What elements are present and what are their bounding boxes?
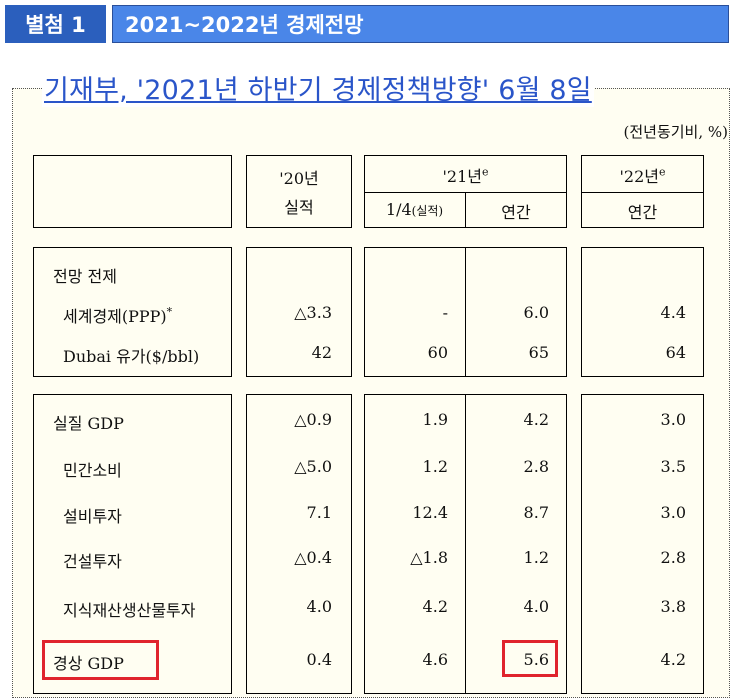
cell-2022: 3.8	[660, 597, 686, 616]
row-label: 건설투자	[63, 552, 122, 571]
cell-2021-q1: 4.6	[422, 650, 448, 669]
content-frame	[12, 88, 730, 698]
page-title: 2021~2022년 경제전망	[112, 5, 729, 43]
cell-2020: 42	[311, 343, 332, 362]
row-label: 세계경제(PPP)*	[63, 305, 173, 326]
cell-2020: △5.0	[294, 457, 332, 476]
row-label: Dubai 유가($/bbl)	[63, 347, 200, 366]
cell-2020: △3.3	[294, 303, 332, 322]
cell-2022: 3.0	[660, 503, 686, 522]
cell-2022: 4.2	[660, 650, 686, 669]
cell-2021-annual: 4.2	[523, 410, 549, 429]
cell-2020: 4.0	[306, 597, 332, 616]
header-2022-box	[581, 155, 704, 228]
row-label: 설비투자	[63, 507, 122, 526]
cell-2021-q1: 4.2	[422, 597, 448, 616]
assumptions-2022-box	[581, 247, 704, 377]
col-2020-sublabel: 실적	[284, 198, 314, 217]
cell-2021-q1: 1.9	[422, 410, 448, 429]
cell-2020: 0.4	[306, 650, 332, 669]
economy-2020-box	[246, 394, 352, 694]
col-2021-label: '21년e	[442, 165, 489, 186]
attachment-tag: 별첨 1	[5, 5, 106, 43]
cell-2021-annual: 2.8	[523, 457, 549, 476]
highlight-box-nominal-gdp-2021	[502, 640, 558, 677]
col-2022-annual-label: 연간	[627, 203, 658, 222]
cell-2020: △0.9	[294, 410, 332, 429]
cell-2021-annual: 65	[528, 343, 549, 362]
economy-2022-box	[581, 394, 704, 694]
section-title-assumptions: 전망 전제	[53, 267, 117, 286]
cell-2021-annual: 8.7	[523, 503, 549, 522]
cell-2022: 3.0	[660, 410, 686, 429]
row-label: 실질 GDP	[53, 414, 124, 433]
cell-2022: 2.8	[660, 548, 686, 567]
unit-note: (전년동기비, %)	[623, 123, 729, 141]
header-2020-box	[246, 155, 352, 228]
row-label: 지식재산생산물투자	[63, 601, 196, 620]
row-label: 경상 GDP	[53, 654, 124, 673]
cell-2021-q1: 1.2	[422, 457, 448, 476]
highlight-box-nominal-gdp-label	[42, 640, 159, 680]
cell-2021-q1: 60	[427, 343, 448, 362]
cell-2022: 64	[665, 343, 686, 362]
cell-2021-q1: -	[442, 303, 448, 322]
cell-2021-annual: 6.0	[523, 303, 549, 322]
cell-2022: 3.5	[660, 457, 686, 476]
assumptions-label-box	[33, 247, 232, 377]
col-2021-q1-label: 1/4(실적)	[385, 200, 444, 219]
cell-2021-annual: 5.6	[523, 650, 549, 669]
assumptions-2020-box	[246, 247, 352, 377]
cell-2021-q1: 12.4	[412, 503, 448, 522]
cell-2021-annual: 1.2	[523, 548, 549, 567]
col-2021-annual-label: 연간	[501, 203, 531, 222]
cell-2021-annual: 4.0	[523, 597, 549, 616]
col-2020-label: '20년	[279, 169, 319, 188]
cell-2022: 4.4	[660, 303, 686, 322]
row-label: 민간소비	[63, 461, 122, 480]
header-label-box	[33, 155, 232, 228]
header-bar: 별첨 1 2021~2022년 경제전망	[5, 5, 729, 43]
cell-2020: △0.4	[294, 548, 332, 567]
cell-2020: 7.1	[306, 503, 332, 522]
col-2022-label: '22년e	[619, 165, 666, 186]
cell-2021-q1: △1.8	[410, 548, 448, 567]
source-link[interactable]: 기재부, '2021년 하반기 경제정책방향' 6월 8일	[42, 68, 594, 107]
